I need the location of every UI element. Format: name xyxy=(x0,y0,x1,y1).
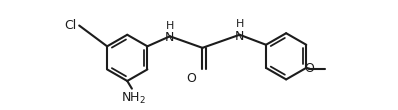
Text: N: N xyxy=(165,31,175,44)
Text: H: H xyxy=(166,21,174,31)
Text: N: N xyxy=(235,30,244,43)
Text: O: O xyxy=(304,62,314,75)
Text: O: O xyxy=(186,72,196,85)
Text: Cl: Cl xyxy=(64,19,77,32)
Text: H: H xyxy=(236,19,244,29)
Text: NH$_2$: NH$_2$ xyxy=(121,91,146,106)
